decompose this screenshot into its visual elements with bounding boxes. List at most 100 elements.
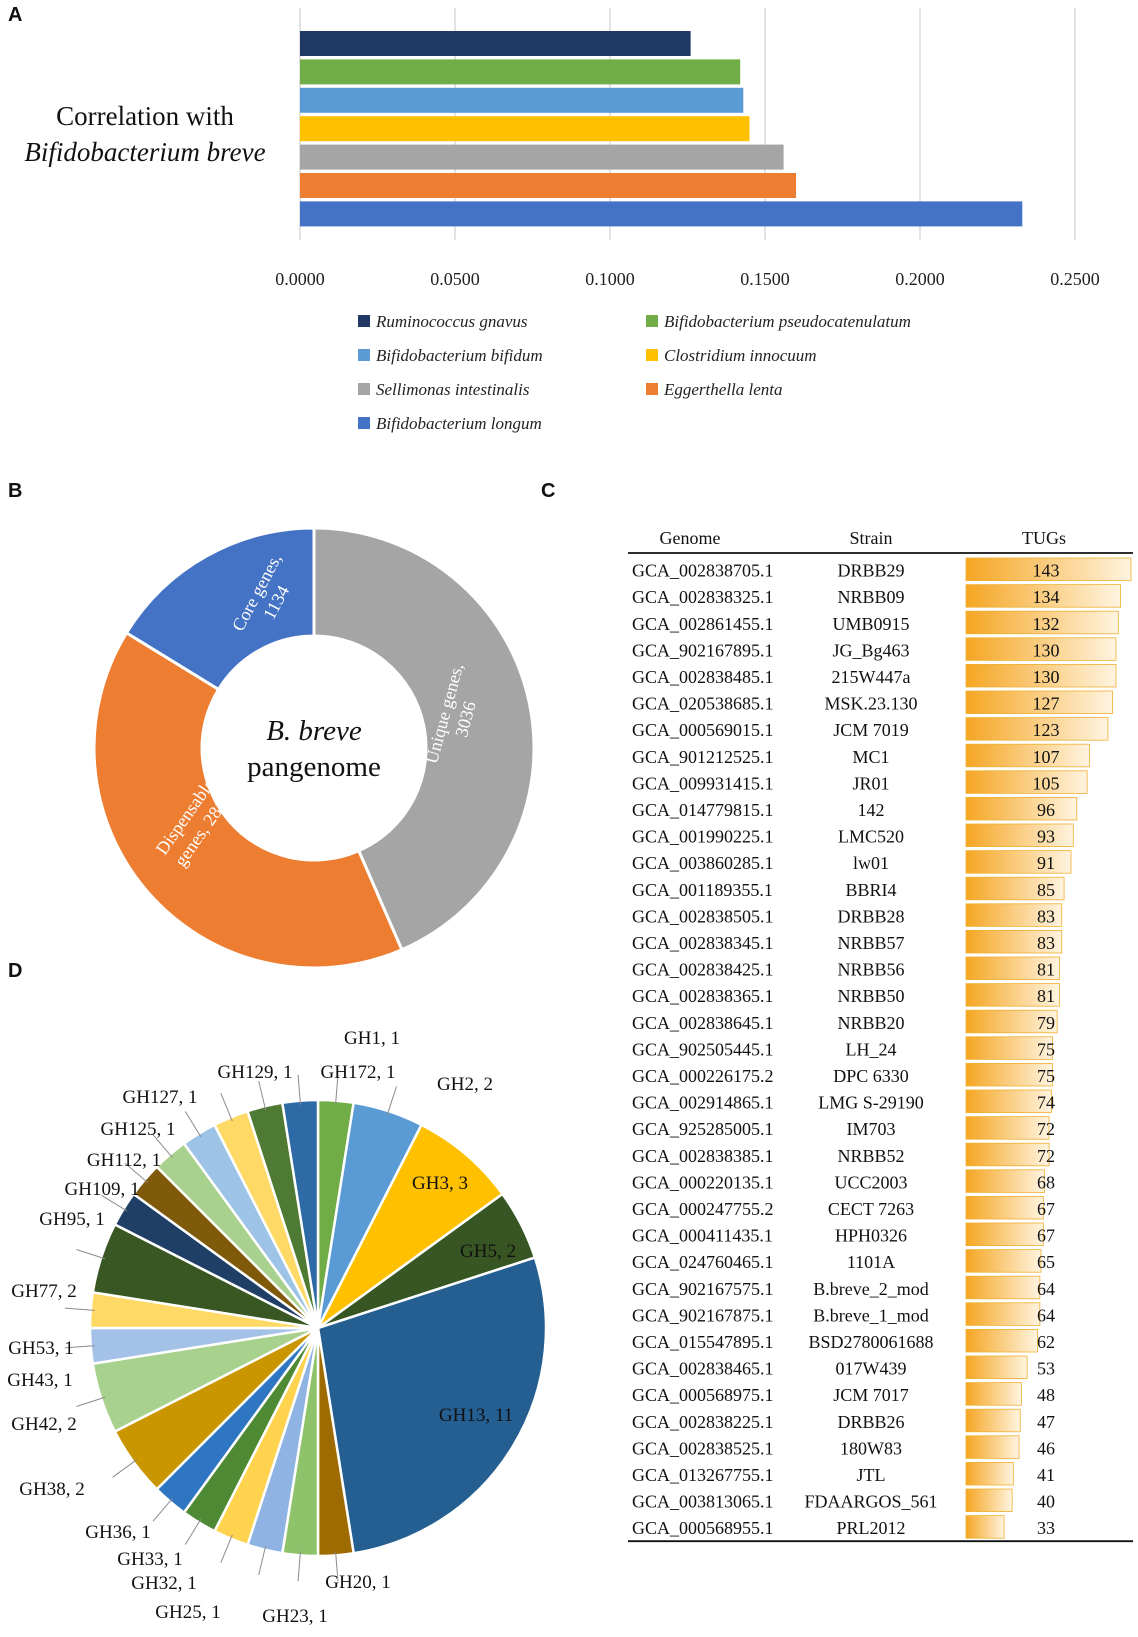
bar [300,59,741,85]
donut-center-label-2: pangenome [247,751,381,783]
table-cell-genome: GCA_000226175.2 [632,1066,774,1086]
data-bar [965,717,1109,741]
table-cell-genome: GCA_000247755.2 [632,1199,774,1219]
table-cell-genome: GCA_013267755.1 [632,1465,774,1485]
table-cell-tugs: 72 [1037,1119,1055,1139]
data-bar [965,903,1063,927]
data-bar [965,983,1060,1007]
pie-slice [212,1327,320,1547]
pie-slice [88,1290,319,1330]
leader-line [335,1551,339,1582]
table-cell-tugs: 64 [1037,1305,1055,1325]
data-bar [965,1009,1058,1034]
table-cell-strain: DRBB26 [837,1412,904,1432]
pie-slice [316,1123,505,1330]
pie-label: GH109, 1 [65,1179,140,1200]
table-cell-genome: GCA_002838485.1 [632,667,774,687]
table-cell-genome: GCA_020538685.1 [632,694,774,714]
chart-title-line-2: Bifidobacterium breve [24,137,265,167]
legend-swatch [646,315,658,327]
data-bar [965,823,1074,848]
data-bar [965,1302,1041,1326]
pie-slice [88,1326,319,1366]
pie-label: GH20, 1 [325,1572,390,1593]
leader-line [258,1080,267,1111]
table-cell-tugs: 75 [1037,1066,1055,1086]
pie-slice [113,1326,319,1491]
slice-label-line-1: Unique genes, [421,661,467,766]
pie-label: GH77, 2 [11,1281,76,1302]
data-bar [965,1515,1005,1539]
table-cell-strain: NRBB09 [837,587,904,607]
leader-line [101,1194,128,1212]
table-cell-tugs: 127 [1033,694,1060,714]
leader-line [112,1459,138,1478]
table-cell-tugs: 65 [1037,1252,1055,1272]
table-cell-strain: NRBB52 [837,1146,904,1166]
table-cell-genome: GCA_000568975.1 [632,1385,774,1405]
table-cell-strain: B.breve_2_mod [813,1279,928,1299]
table-cell-strain: LMG S-29190 [818,1093,924,1113]
table-cell-strain: NRBB57 [837,933,904,953]
table-cell-tugs: 81 [1037,960,1055,980]
table-cell-tugs: 85 [1037,880,1055,900]
leader-line [335,1074,339,1105]
table-cell-strain: BBRI4 [845,880,896,900]
slice-label-line-2: genes, 2815 [170,788,236,870]
donut-slice [92,630,404,970]
legend-swatch [646,383,658,395]
table-cell-genome: GCA_002838705.1 [632,561,774,581]
pie-label: GH42, 2 [11,1414,76,1435]
legend-label: Ruminococcus gnavus [375,312,528,331]
table-cell-genome: GCA_002838385.1 [632,1146,774,1166]
bar [300,201,1023,227]
table-cell-strain: 017W439 [836,1359,907,1379]
table-cell-strain: FDAARGOS_561 [804,1492,937,1512]
table-cell-tugs: 62 [1037,1332,1055,1352]
legend-label: Eggerthella lenta [663,380,783,399]
table-cell-genome: GCA_000569015.1 [632,720,774,740]
pie-label: GH95, 1 [39,1209,104,1230]
table-cell-strain: LMC520 [838,827,904,847]
table-cell-strain: B.breve_1_mod [813,1305,928,1325]
data-bar [965,664,1117,688]
table-cell-genome: GCA_002838525.1 [632,1438,774,1458]
table-cell-tugs: 105 [1033,773,1060,793]
table-cell-tugs: 107 [1033,747,1060,767]
table-cell-strain: NRBB50 [837,986,904,1006]
pie-slice [91,1222,319,1330]
table-cell-strain: DPC 6330 [833,1066,909,1086]
pie-slice [245,1327,320,1555]
table-cell-strain: UCC2003 [834,1172,907,1192]
pie-slice [280,1098,320,1329]
panel-label-b: B [8,480,23,502]
table-cell-strain: DRBB29 [837,561,904,581]
data-bar [965,797,1078,821]
data-bar [965,1462,1014,1486]
table-cell-genome: GCA_002838225.1 [632,1412,774,1432]
table-cell-genome: GCA_001990225.1 [632,827,774,847]
table-cell-tugs: 53 [1037,1359,1055,1379]
table-cell-tugs: 83 [1037,933,1055,953]
panel-label-d: D [8,960,23,982]
pie-slice [113,1192,319,1330]
table-header: TUGs [1022,528,1066,548]
pie-slice [245,1101,320,1329]
slice-label-line-1: Core genes, [228,550,286,634]
table-cell-tugs: 46 [1037,1438,1055,1458]
pie-slice [316,1327,356,1558]
pie-slice [131,1165,319,1330]
table-cell-genome: GCA_002838645.1 [632,1013,774,1033]
table-cell-tugs: 81 [1037,986,1055,1006]
table-cell-strain: JR01 [852,773,889,793]
pie-label: GH3, 3 [412,1173,468,1194]
table-cell-genome: GCA_902167895.1 [632,640,774,660]
table-cell-genome: GCA_002861455.1 [632,614,774,634]
table-cell-genome: GCA_001189355.1 [632,880,773,900]
data-bar [965,1249,1042,1273]
table-cell-strain: MSK.23.130 [824,694,917,714]
table-cell-tugs: 134 [1033,587,1060,607]
table-cell-genome: GCA_901212525.1 [632,747,774,767]
donut-slice [312,526,536,952]
